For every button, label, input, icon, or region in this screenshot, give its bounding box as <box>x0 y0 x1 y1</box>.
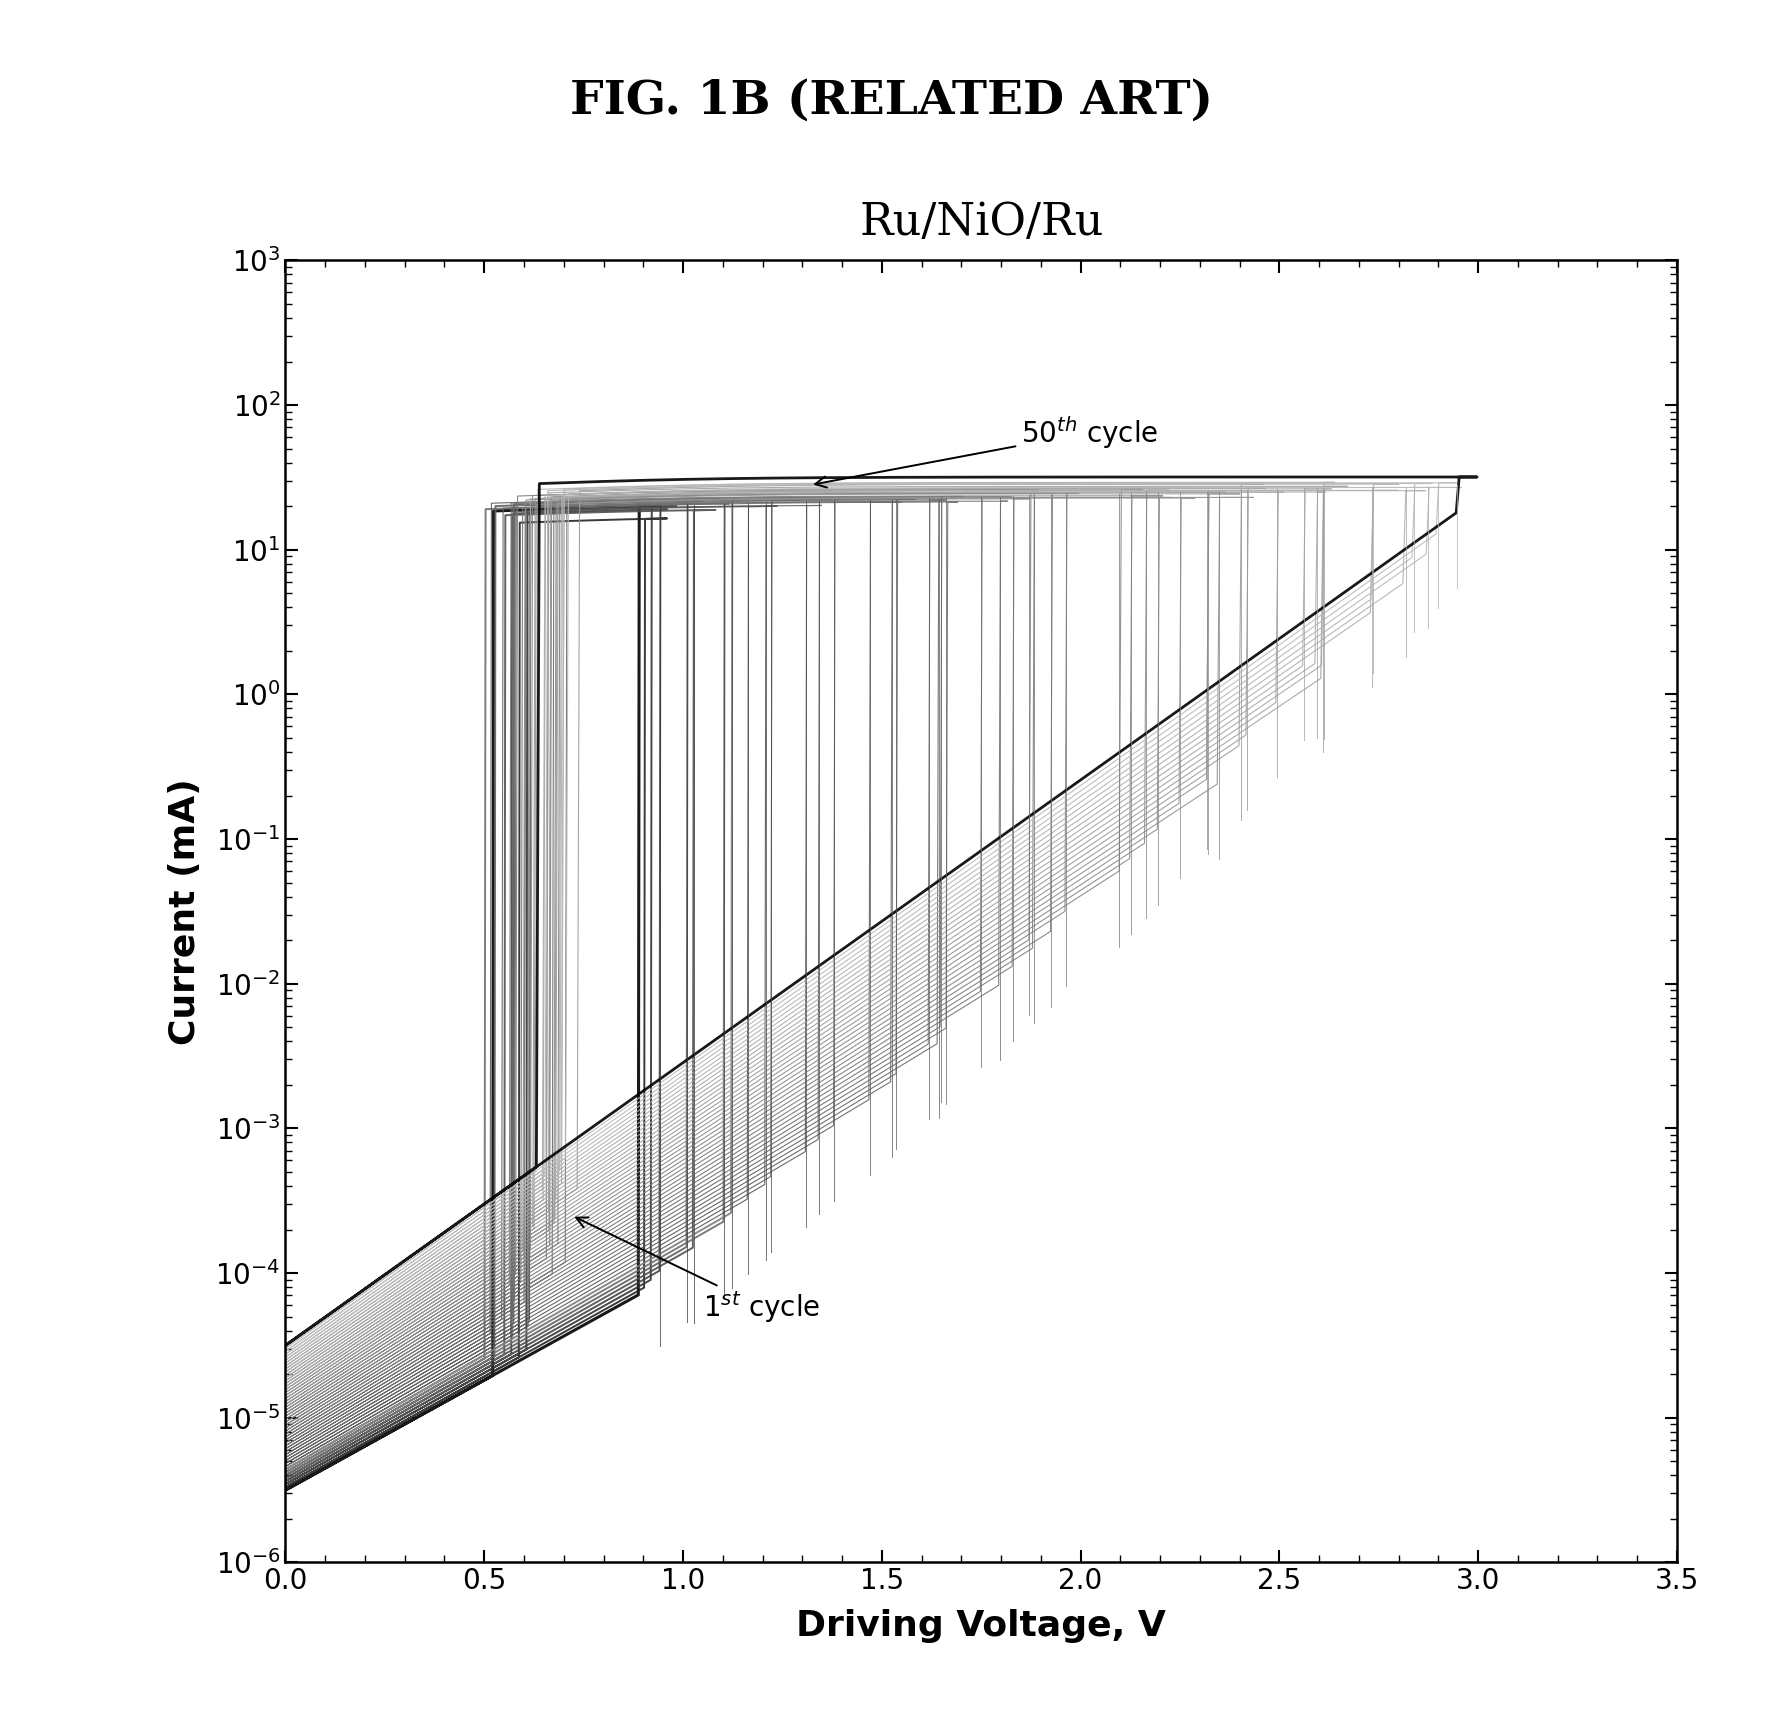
Y-axis label: Current (mA): Current (mA) <box>168 778 202 1045</box>
Text: FIG. 1B (RELATED ART): FIG. 1B (RELATED ART) <box>571 78 1213 123</box>
X-axis label: Driving Voltage, V: Driving Voltage, V <box>796 1609 1167 1644</box>
Text: $1^{st}$ cycle: $1^{st}$ cycle <box>576 1217 821 1325</box>
Title: Ru/NiO/Ru: Ru/NiO/Ru <box>860 201 1103 245</box>
Text: $50^{th}$ cycle: $50^{th}$ cycle <box>815 413 1158 488</box>
